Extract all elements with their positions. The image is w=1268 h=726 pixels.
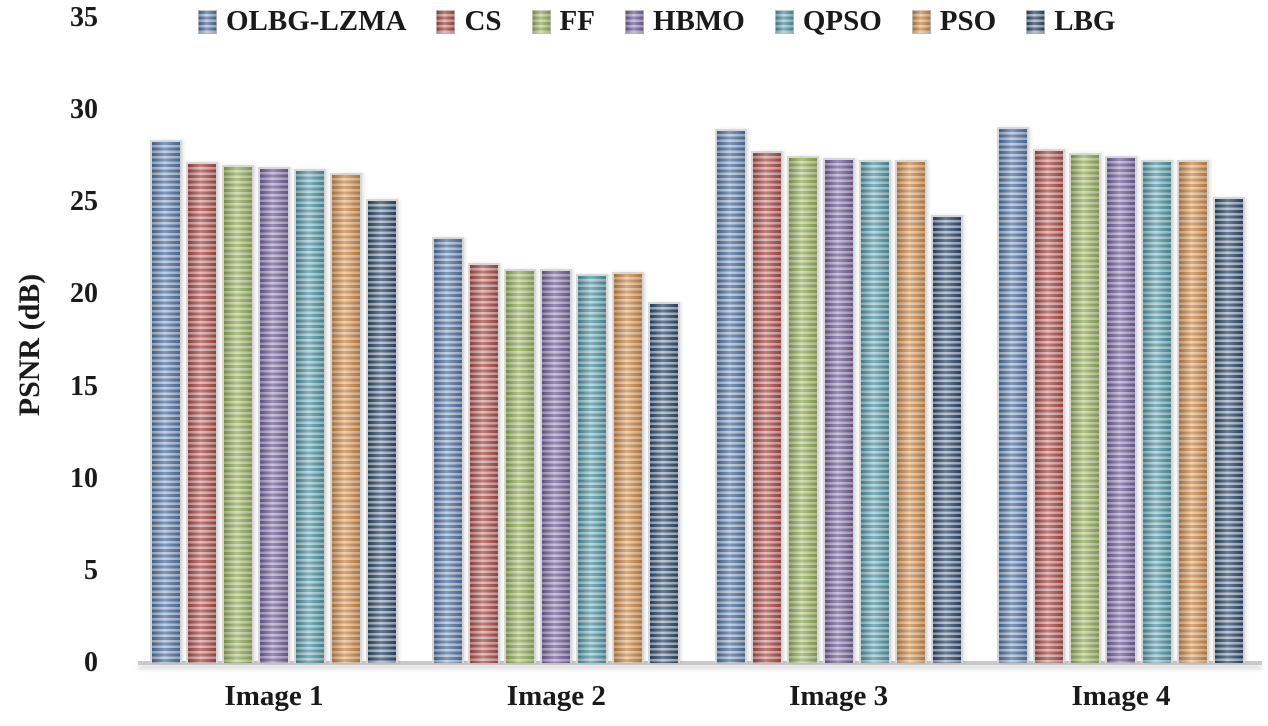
y-tick-label: 35	[70, 2, 98, 33]
y-tick-label: 0	[84, 647, 98, 678]
bar-group-1	[150, 140, 398, 663]
bar-hbmo-image-4	[1104, 156, 1137, 663]
bar-lbg-image-1	[366, 199, 398, 663]
legend: OLBG-LZMA CS FF HBMO QPSO PSO LBG	[198, 5, 1115, 38]
bar-qpso-image-1	[294, 169, 326, 663]
bar-pso-image-2	[612, 272, 645, 663]
legend-swatch-icon	[436, 9, 456, 34]
bar-olbg-lzma-image-3	[714, 129, 747, 663]
legend-label: CS	[464, 5, 502, 37]
bar-cs-image-1	[186, 162, 218, 663]
legend-item-cs: CS	[436, 5, 502, 38]
bar-group-2	[432, 237, 681, 663]
legend-swatch-icon	[911, 9, 931, 34]
legend-swatch-icon	[1026, 9, 1046, 34]
legend-swatch-icon	[531, 9, 551, 34]
bar-lbg-image-2	[648, 302, 681, 663]
bar-ff-image-2	[504, 269, 537, 663]
legend-item-ff: FF	[531, 5, 595, 38]
legend-item-hbmo: HBMO	[624, 5, 745, 38]
legend-item-lbg: LBG	[1026, 5, 1115, 38]
x-axis-line	[138, 661, 1262, 665]
bar-lbg-image-3	[930, 215, 963, 663]
bar-olbg-lzma-image-4	[996, 127, 1029, 663]
bar-ff-image-4	[1068, 153, 1101, 663]
x-axis-label: Image 2	[506, 680, 606, 712]
legend-label: PSO	[939, 5, 997, 37]
bar-olbg-lzma-image-2	[432, 237, 465, 663]
bar-ff-image-3	[786, 156, 819, 663]
bar-group-4	[996, 127, 1245, 663]
bar-hbmo-image-3	[822, 158, 855, 663]
bar-cs-image-3	[750, 151, 783, 663]
legend-label: FF	[559, 5, 595, 37]
legend-label: OLBG-LZMA	[226, 5, 407, 37]
legend-label: QPSO	[802, 5, 882, 37]
bar-group-3	[714, 129, 963, 663]
legend-item-olbg-lzma: OLBG-LZMA	[198, 5, 406, 38]
bar-cs-image-2	[468, 263, 501, 663]
bar-pso-image-3	[894, 160, 927, 663]
bar-qpso-image-4	[1140, 160, 1173, 663]
plot-area	[140, 18, 1255, 663]
bar-lbg-image-4	[1212, 197, 1245, 663]
y-tick-label: 20	[70, 278, 98, 310]
y-tick-label: 30	[70, 94, 98, 126]
bar-cs-image-4	[1032, 149, 1065, 663]
legend-label: LBG	[1054, 5, 1116, 37]
bar-hbmo-image-1	[258, 167, 290, 663]
x-axis-label: Image 4	[1071, 680, 1171, 712]
bar-qpso-image-2	[576, 274, 609, 663]
bar-ff-image-1	[222, 165, 254, 663]
bar-hbmo-image-2	[540, 269, 573, 663]
bar-olbg-lzma-image-1	[150, 140, 182, 663]
legend-item-pso: PSO	[911, 5, 997, 38]
legend-swatch-icon	[624, 9, 644, 34]
x-axis-label: Image 1	[224, 680, 324, 712]
legend-label: HBMO	[652, 5, 745, 37]
bar-pso-image-1	[330, 173, 362, 663]
legend-item-qpso: QPSO	[774, 5, 882, 38]
legend-swatch-icon	[774, 9, 794, 34]
x-axis-labels: Image 1 Image 2 Image 3 Image 4	[140, 680, 1255, 713]
x-axis-label: Image 3	[789, 680, 889, 712]
y-tick-label: 25	[70, 186, 98, 218]
y-tick-label: 10	[70, 462, 98, 494]
legend-swatch-icon	[198, 9, 217, 34]
y-tick-label: 5	[84, 554, 98, 586]
bar-pso-image-4	[1176, 160, 1209, 663]
bar-qpso-image-3	[858, 160, 891, 663]
y-tick-label: 15	[70, 370, 98, 402]
